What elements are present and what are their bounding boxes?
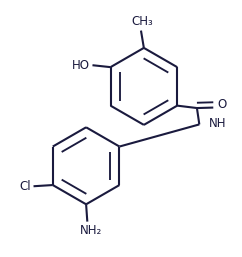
Text: NH: NH	[209, 117, 227, 130]
Text: HO: HO	[72, 59, 90, 72]
Text: Cl: Cl	[20, 180, 31, 193]
Text: O: O	[218, 98, 227, 112]
Text: CH₃: CH₃	[131, 15, 153, 28]
Text: NH₂: NH₂	[80, 224, 102, 237]
